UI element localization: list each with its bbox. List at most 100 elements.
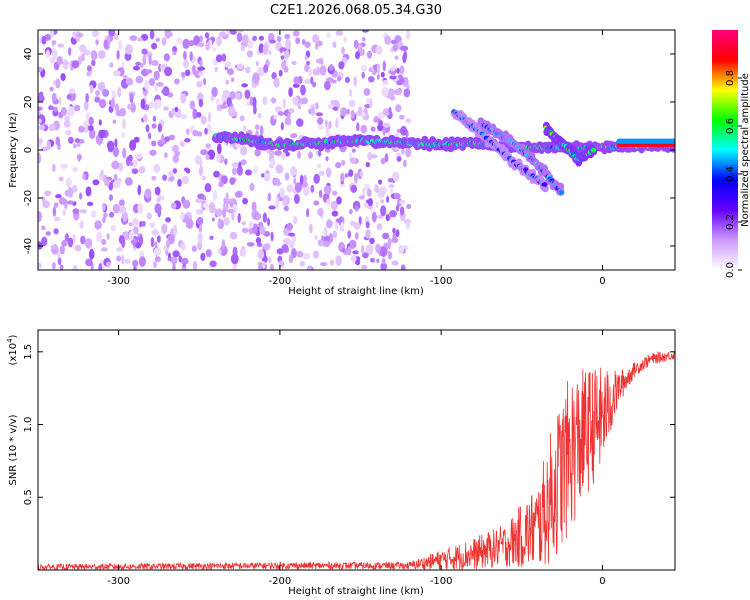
spectrogram-cell — [293, 76, 300, 85]
spectrogram-cell — [248, 221, 254, 229]
spectrogram-cell — [301, 97, 309, 105]
snr-y-tick-label: 1.0 — [23, 417, 34, 433]
spectrogram-cell — [394, 55, 399, 61]
spectrogram-cell — [91, 59, 96, 67]
spectrogram-cell — [365, 221, 370, 229]
spectrogram-cell — [282, 200, 287, 206]
spectrogram-cell — [98, 98, 107, 109]
spectrogram-cell — [335, 162, 342, 169]
spectrogram-cell — [316, 163, 322, 168]
spectrogram-cell — [255, 60, 259, 67]
spectrogram-cell — [310, 76, 314, 85]
spectrogram-cell — [376, 63, 381, 74]
spectrogram-cell — [359, 170, 364, 177]
spectrogram-cell — [48, 105, 54, 111]
spectrogram-cell — [251, 201, 257, 212]
spectrogram-cell — [234, 191, 242, 198]
spectrogram-cell — [330, 99, 338, 105]
spectrogram-cell — [162, 174, 168, 181]
spectrogram-cell — [49, 86, 54, 92]
spectrogram-cell — [218, 181, 224, 187]
spectrogram-cell — [100, 169, 104, 178]
spectrogram-cell — [108, 181, 114, 191]
spectrogram-cell — [60, 107, 67, 117]
spectrogram-cell — [115, 110, 124, 117]
spectrogram-cell — [227, 209, 235, 214]
spectrogram-cell — [221, 239, 226, 251]
spectrogram-cell — [296, 118, 304, 127]
spectrogram-cell — [246, 242, 255, 247]
spectrogram-cell — [303, 252, 311, 260]
spectrogram-cell — [225, 79, 230, 85]
colorbar-tick-label: 0.4 — [725, 166, 736, 182]
spectrogram-y-ticks: -40 -20 0 20 40 — [23, 48, 675, 254]
spectrogram-cell — [292, 83, 300, 88]
spectrogram-cell — [308, 151, 313, 159]
spectrogram-cell — [262, 96, 268, 106]
spectrogram-cell — [168, 134, 175, 141]
spectrogram-cell — [323, 185, 332, 195]
spectrogram-cell — [106, 261, 111, 268]
spectrogram-cell — [157, 123, 163, 133]
spectrogram-cell — [131, 168, 139, 175]
spectrogram-cell — [389, 95, 396, 101]
spectrogram-cell — [295, 37, 301, 45]
spectrogram-cell — [197, 232, 203, 244]
spectrogram-cell — [268, 205, 276, 210]
spectrogram-cell — [88, 116, 94, 126]
spectrogram-cell — [308, 67, 312, 77]
spectrogram-cell — [151, 123, 157, 129]
spectrogram-cell — [394, 88, 402, 96]
spectrogram-cell — [330, 200, 338, 211]
spectrogram-cell — [64, 233, 70, 243]
spectrogram-cell — [55, 194, 62, 199]
spectrogram-cell — [381, 257, 386, 265]
spectrogram-cell — [353, 39, 359, 49]
spectrogram-cell — [258, 35, 265, 41]
spectrogram-cell — [205, 143, 211, 149]
spectrogram-cell — [348, 169, 354, 178]
spectrogram-cell — [197, 42, 205, 48]
spectrogram-cell — [341, 248, 346, 253]
spectrogram-cell — [38, 118, 42, 124]
spectrogram-cell — [72, 166, 78, 172]
spectrogram-cell — [132, 259, 139, 267]
spectrogram-cell — [353, 76, 358, 87]
spectrogram-cell — [141, 48, 148, 55]
spectrogram-cell — [352, 250, 359, 255]
spectrogram-cell — [125, 77, 134, 86]
snr-x-tick-label: -300 — [107, 576, 130, 587]
spectrogram-cell — [64, 115, 71, 122]
spectrogram-cell — [262, 212, 268, 223]
spectrogram-cell — [292, 30, 300, 37]
spectrogram-cell — [189, 100, 196, 110]
spectrogram-cell — [214, 66, 218, 73]
spectrogram-cell — [66, 106, 75, 117]
spectrogram-cell — [198, 165, 204, 177]
spectrogram-cell — [274, 150, 282, 156]
spectrogram-cell — [144, 188, 152, 199]
spectrogram-cell — [315, 42, 319, 50]
spectrogram-cell — [336, 196, 342, 205]
spectrogram-cell — [398, 244, 405, 255]
spectrogram-cell — [211, 217, 215, 222]
spectrogram-cell — [67, 237, 74, 248]
spectrogram-cell — [41, 36, 47, 45]
spectrogram-cell — [380, 246, 388, 258]
spectrogram-cell — [216, 152, 221, 163]
spectrogram-cell — [145, 124, 150, 133]
spectrogram-cell — [192, 130, 199, 137]
spectrogram-cell — [72, 208, 80, 215]
spectrogram-cell — [406, 84, 410, 90]
spectrogram-cell — [121, 132, 125, 138]
spectrogram-cell — [102, 216, 106, 223]
spectrogram-cell — [91, 210, 97, 218]
spectrogram-cell — [236, 32, 243, 43]
spectrogram-cell — [317, 208, 324, 216]
spectrogram-cell — [288, 232, 296, 237]
spectrogram-cell — [119, 205, 126, 215]
spectrogram-cell — [257, 249, 265, 260]
spectrogram-cell — [204, 183, 212, 193]
spectrogram-cell — [349, 220, 356, 227]
